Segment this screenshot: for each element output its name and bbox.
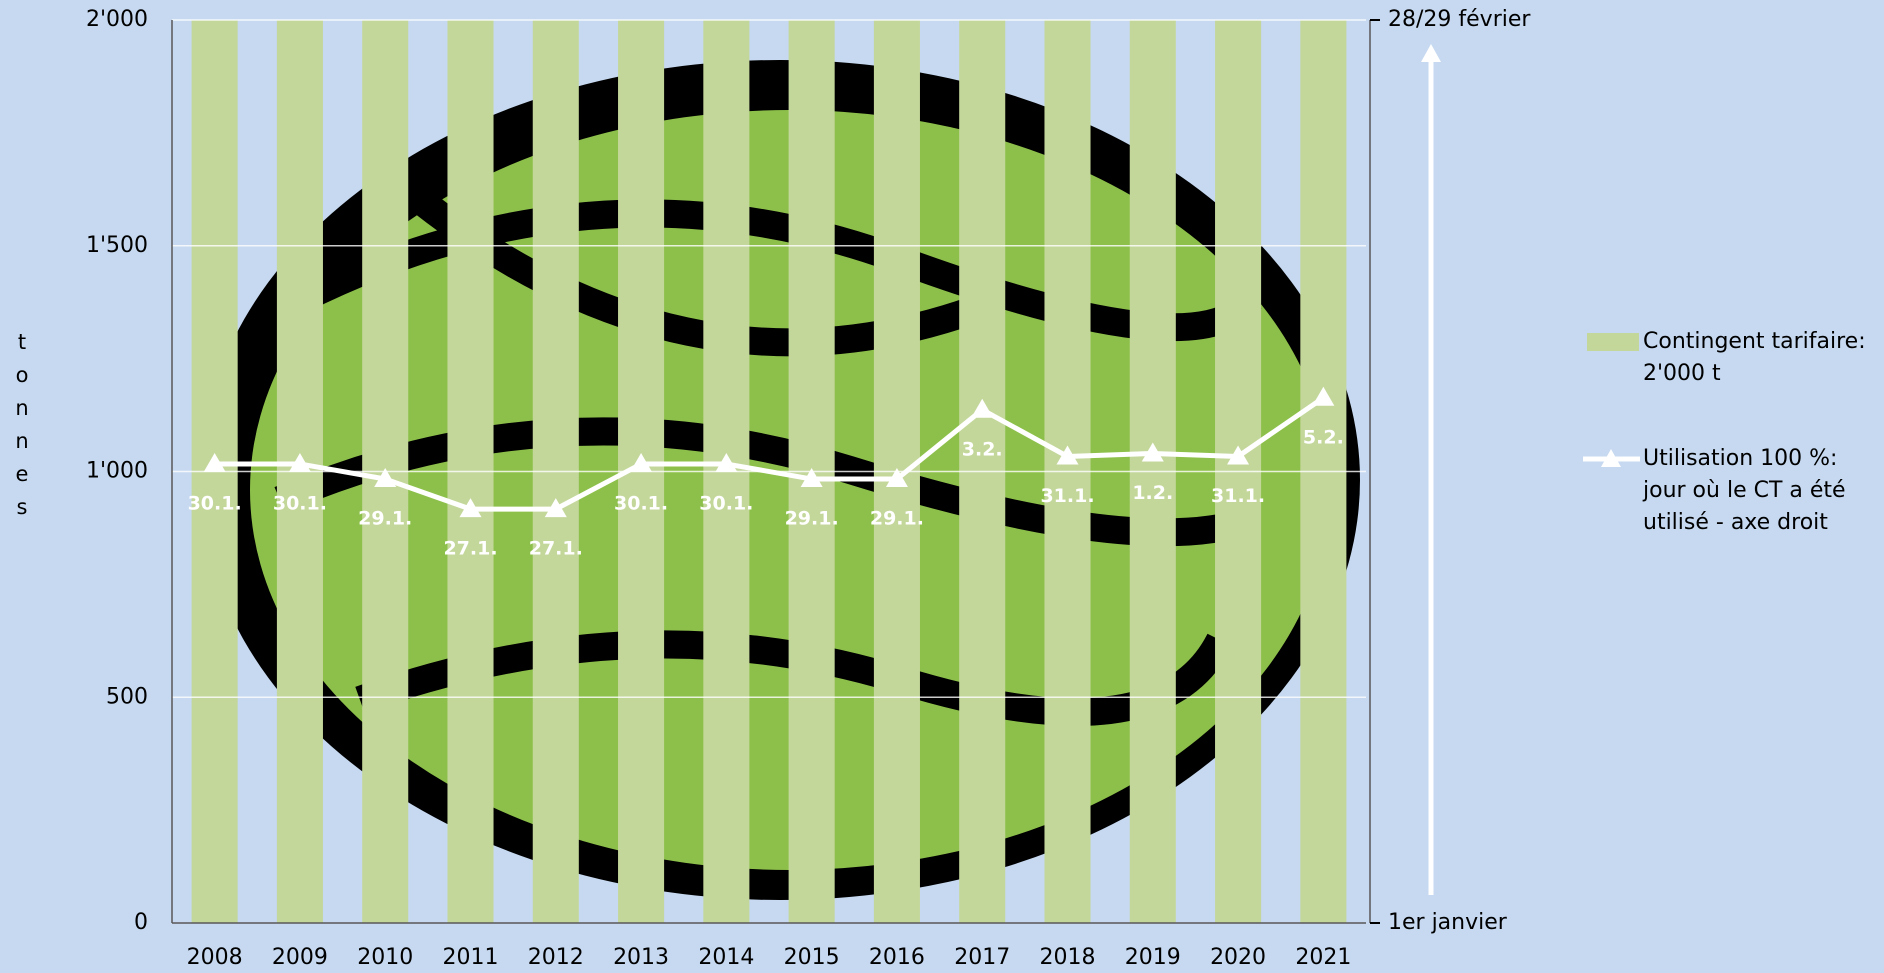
x-tick-label: 2015 (784, 945, 840, 970)
legend-label: Utilisation 100 %: jour où le CT a été u… (1643, 443, 1873, 539)
data-label: 1.2. (1132, 482, 1173, 504)
x-tick-label: 2016 (869, 945, 925, 970)
data-label: 31.1. (1040, 485, 1094, 507)
x-tick-label: 2021 (1295, 945, 1351, 970)
y-tick-label: 1'500 (86, 233, 148, 258)
data-label: 30.1. (614, 492, 668, 514)
data-label: 29.1. (785, 508, 839, 530)
legend-label: Contingent tarifaire: 2'000 t (1643, 326, 1873, 390)
data-label: 31.1. (1211, 485, 1265, 507)
data-label: 5.2. (1303, 426, 1344, 448)
data-label: 3.2. (962, 438, 1003, 460)
y-axis-title: tonnes (10, 330, 34, 528)
y2-tick-label: 1er janvier (1388, 910, 1508, 935)
page: 2008 2009 2010 2011 2012 2013 2014 2015 2016 2017… (0, 0, 1884, 973)
data-label: 29.1. (870, 508, 924, 530)
data-label: 30.1. (188, 492, 242, 514)
y-tick-label: 2'000 (86, 7, 148, 32)
data-label: 30.1. (699, 492, 753, 514)
y-tick-label: 1'000 (86, 459, 148, 484)
legend-swatch (1587, 333, 1639, 351)
x-tick-label: 2019 (1125, 945, 1181, 970)
x-tick-label: 2017 (954, 945, 1010, 970)
x-tick-label: 2009 (272, 945, 328, 970)
data-label: 27.1. (529, 538, 583, 560)
x-tick-label: 2010 (357, 945, 413, 970)
x-tick-label: 2013 (613, 945, 669, 970)
chart: 2008 2009 2010 2011 2012 2013 2014 2015 2016 2017… (0, 0, 1884, 973)
x-tick-label: 2014 (698, 945, 754, 970)
x-tick-label: 2011 (443, 945, 499, 970)
data-label: 29.1. (358, 508, 412, 530)
x-tick-label: 2020 (1210, 945, 1266, 970)
y2-tick-label: 28/29 février (1388, 7, 1531, 32)
data-label: 27.1. (443, 538, 497, 560)
x-tick-label: 2008 (187, 945, 243, 970)
y-tick-label: 500 (106, 684, 148, 709)
data-label: 30.1. (273, 492, 327, 514)
x-tick-label: 2018 (1040, 945, 1096, 970)
y-tick-label: 0 (134, 910, 148, 935)
x-tick-label: 2012 (528, 945, 584, 970)
arrow-head (1421, 44, 1441, 62)
